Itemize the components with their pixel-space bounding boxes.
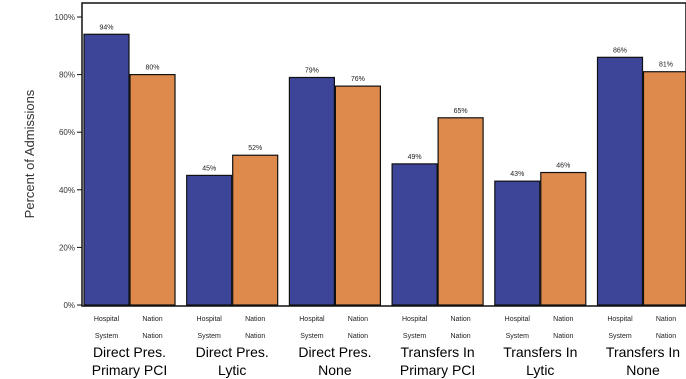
series-tick-label: Nation <box>450 316 470 323</box>
series-tick-label: Hospital <box>607 316 633 323</box>
series-tick-label: System <box>300 333 324 340</box>
group-label-line1: Direct Pres. <box>93 344 166 360</box>
series-tick-label: Nation <box>450 333 470 340</box>
series-tick-label: System <box>403 333 427 340</box>
y-tick-label: 60% <box>59 128 75 137</box>
series-tick-label: Nation <box>348 333 368 340</box>
y-tick-label: 80% <box>59 71 75 80</box>
series-tick-label: Hospital <box>197 316 223 323</box>
bar-value-label: 45% <box>202 165 216 172</box>
bar <box>129 73 176 306</box>
series-tick-label: Hospital <box>94 316 120 323</box>
group-label-line2: Lytic <box>526 362 554 378</box>
group-label-line2: Primary PCI <box>92 362 167 378</box>
series-tick-label: Hospital <box>299 316 325 323</box>
group-label-line1: Transfers In <box>503 344 577 360</box>
group-label-line2: Lytic <box>218 362 246 378</box>
y-tick-label: 100% <box>55 13 75 22</box>
y-tick-label: 20% <box>59 243 75 252</box>
bar <box>596 56 644 306</box>
bar <box>494 180 541 306</box>
bar-value-labels: 94% 80% 45% 52% 79% 76% 49% 65% 43% 46% 86% 81% <box>99 24 673 178</box>
bar <box>334 85 381 306</box>
group-label-line1: Direct Pres. <box>298 344 371 360</box>
series-tick-label: Nation <box>142 316 162 323</box>
y-tick-label: 40% <box>59 186 75 195</box>
bar <box>83 33 130 306</box>
x-axis-group-labels: Direct Pres. Primary PCI Direct Pres. Lytic… <box>92 344 680 378</box>
bars-layer <box>83 33 686 306</box>
bar <box>288 76 335 306</box>
group-label-line1: Transfers In <box>606 344 680 360</box>
y-axis-title: Percent of Admissions <box>22 89 37 218</box>
series-tick-label: Nation <box>656 333 676 340</box>
bar-value-label: 79% <box>305 67 319 74</box>
series-tick-label: System <box>506 333 530 340</box>
series-tick-label: Nation <box>245 316 265 323</box>
bar <box>642 71 686 306</box>
bar-value-label: 43% <box>510 171 524 178</box>
series-tick-label: Nation <box>553 333 573 340</box>
bar-value-label: 49% <box>408 154 422 161</box>
y-axis-ticks: 0% 20% 40% 60% 80% 100% <box>55 13 82 310</box>
bar-value-label: 94% <box>99 24 113 31</box>
series-tick-label: Nation <box>245 333 265 340</box>
group-label-line1: Direct Pres. <box>196 344 269 360</box>
bar-value-label: 76% <box>351 76 365 83</box>
group-label-line2: None <box>318 362 352 378</box>
bar <box>437 117 484 306</box>
bar-value-label: 86% <box>613 47 627 54</box>
series-tick-label: Nation <box>656 316 676 323</box>
bar-value-label: 46% <box>556 163 570 170</box>
series-tick-label: Hospital <box>402 316 428 323</box>
series-tick-label: System <box>95 333 119 340</box>
bar-value-label: 65% <box>454 108 468 115</box>
series-tick-label: Hospital <box>505 316 531 323</box>
group-label-line2: None <box>626 362 660 378</box>
plot-area-frame <box>81 2 686 307</box>
series-tick-label: System <box>608 333 632 340</box>
group-label-line1: Transfers In <box>401 344 475 360</box>
y-tick-label: 0% <box>63 301 75 310</box>
bar-value-label: 81% <box>659 62 673 69</box>
bar-value-label: 52% <box>248 145 262 152</box>
bar <box>186 174 233 306</box>
series-tick-label: Nation <box>142 333 162 340</box>
group-label-line2: Primary PCI <box>400 362 475 378</box>
series-tick-label: Nation <box>348 316 368 323</box>
bar <box>232 154 279 306</box>
series-tick-label: Nation <box>553 316 573 323</box>
bar-value-label: 80% <box>145 65 159 72</box>
series-tick-label: System <box>198 333 222 340</box>
y-axis-title-group: Percent of Admissions <box>22 89 37 218</box>
bar <box>540 171 587 306</box>
bar <box>391 163 438 306</box>
x-axis-series-ticks: Hospital System Nation Nation Hospital System… <box>94 316 676 340</box>
